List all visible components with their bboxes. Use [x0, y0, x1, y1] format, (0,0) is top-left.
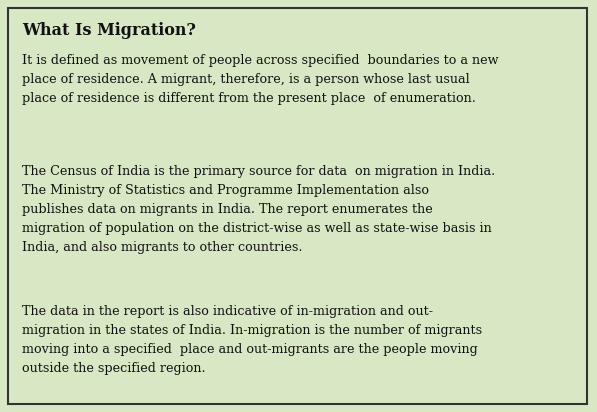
FancyBboxPatch shape [8, 8, 587, 404]
Text: What Is Migration?: What Is Migration? [22, 22, 196, 39]
Text: The data in the report is also indicative of in-migration and out-
migration in : The data in the report is also indicativ… [22, 305, 482, 375]
Text: It is defined as movement of people across specified  boundaries to a new
place : It is defined as movement of people acro… [22, 54, 498, 105]
Text: The Census of India is the primary source for data  on migration in India.
The M: The Census of India is the primary sourc… [22, 165, 496, 254]
